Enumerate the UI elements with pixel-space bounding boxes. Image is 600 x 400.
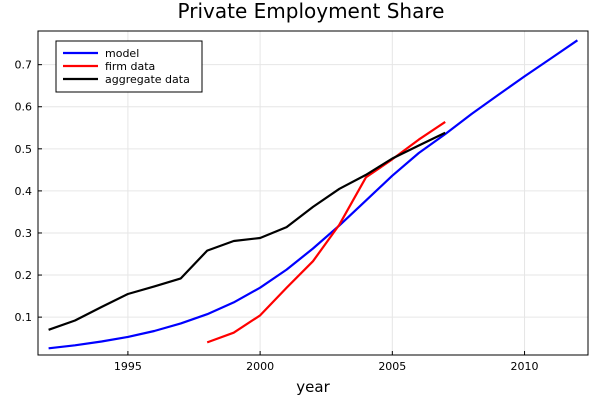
- legend-label-firm-data: firm data: [105, 60, 155, 73]
- plot-series: [48, 39, 579, 350]
- x-tick-label: 2000: [246, 360, 274, 373]
- x-tick-label: 2010: [511, 360, 539, 373]
- series-line-firm-data: [206, 120, 446, 344]
- y-tick-label: 0.5: [15, 143, 33, 156]
- legend-label-aggregate-data: aggregate data: [105, 73, 190, 86]
- x-tick-label: 2005: [378, 360, 406, 373]
- axis-ticks: 1995 2000 2005 2010 0.1 0.2 0.3 0.4 0.5 0.6 0.7: [15, 59, 539, 373]
- plot-frame: [37, 30, 589, 356]
- chart-title: Private Employment Share: [178, 0, 445, 23]
- y-tick-label: 0.2: [15, 269, 33, 282]
- y-tick-label: 0.3: [15, 227, 33, 240]
- y-tick-label: 0.4: [15, 185, 33, 198]
- y-tick-label: 0.6: [15, 101, 33, 114]
- legend-label-model: model: [105, 47, 139, 60]
- y-tick-label: 0.1: [15, 311, 33, 324]
- x-tick-label: 1995: [114, 360, 142, 373]
- series-line-aggregate-data: [48, 131, 446, 331]
- x-axis-label: year: [296, 378, 330, 396]
- y-tick-label: 0.7: [15, 59, 33, 72]
- series-line-model: [48, 39, 579, 350]
